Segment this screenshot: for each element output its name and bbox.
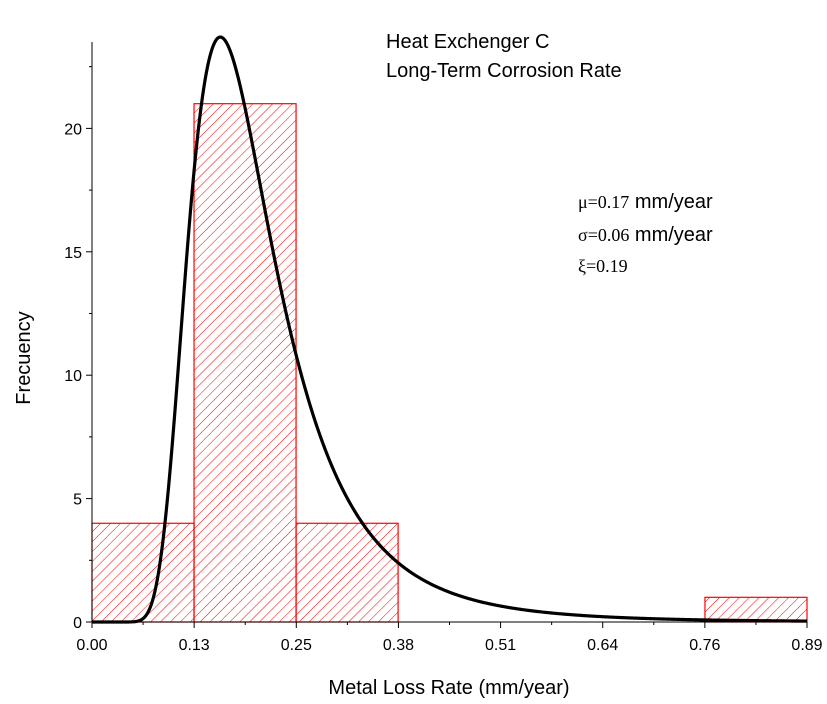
y-axis-label: Frecuency [13, 311, 35, 404]
x-tick-label: 0.13 [179, 637, 210, 654]
x-tick-label: 0.76 [689, 637, 720, 654]
chart-title-line-1: Heat Exchenger C [386, 31, 549, 53]
x-tick-label: 0.25 [281, 637, 312, 654]
y-tick-label: 10 [64, 368, 82, 385]
x-tick-label: 0.38 [383, 637, 414, 654]
x-axis-label: Metal Loss Rate (mm/year) [328, 677, 569, 699]
curve-group [91, 35, 808, 624]
annotation-xi: ξ=0.19 [578, 256, 628, 276]
histogram-bar-1 [193, 103, 297, 623]
bars-group [91, 103, 808, 623]
y-tick-label: 15 [64, 245, 82, 262]
x-tick-label: 0.00 [76, 637, 107, 654]
histogram-bar-2 [295, 522, 399, 623]
x-tick-label: 0.64 [587, 637, 618, 654]
y-tick-label: 5 [73, 492, 82, 509]
annotation-sigma: σ=0.06 mm/year [578, 224, 713, 246]
chart-title-line-2: Long-Term Corrosion Rate [386, 60, 622, 82]
histogram-bar-6 [704, 596, 808, 623]
histogram-bar-0 [91, 522, 195, 623]
x-tick-label: 0.89 [791, 637, 822, 654]
y-tick-label: 20 [64, 121, 82, 138]
fitted-distribution-curve [91, 35, 808, 624]
axes-group: 0 5 10 15 20 0.00 0.13 0.25 0.38 0.51 0.64 0.76 0.89 [64, 42, 823, 654]
y-tick-label: 0 [73, 615, 82, 632]
x-tick-label: 0.51 [485, 637, 516, 654]
annotation-mu: μ=0.17 mm/year [578, 191, 713, 213]
